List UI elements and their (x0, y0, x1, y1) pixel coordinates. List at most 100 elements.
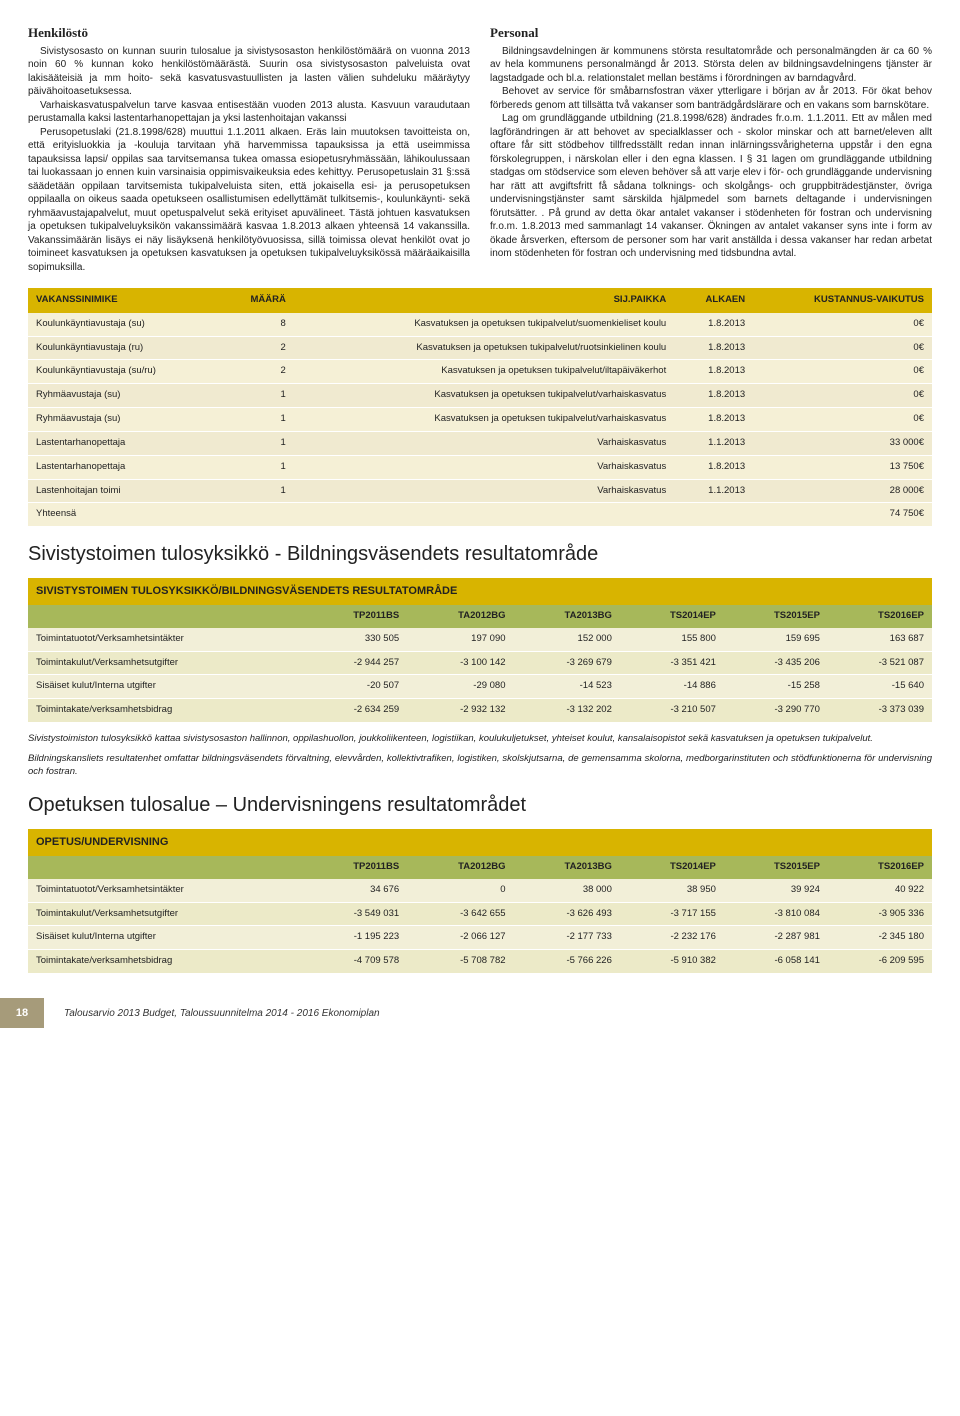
table-cell: -15 258 (724, 675, 828, 699)
table-cell: Varhaiskasvatus (294, 431, 674, 455)
left-column: Henkilöstö Sivistysosasto on kunnan suur… (28, 24, 470, 274)
table-cell: -3 717 155 (620, 902, 724, 926)
table-cell: Toimintakate/verksamhetsbidrag (28, 950, 303, 974)
table-cell: -3 521 087 (828, 651, 932, 675)
budget-col-header: TP2011BS (303, 605, 407, 628)
table-cell: 8 (221, 313, 294, 336)
table-cell: -2 232 176 (620, 926, 724, 950)
budget-col-header: TS2015EP (724, 856, 828, 879)
th-kustannus: KUSTANNUS-VAIKUTUS (753, 288, 932, 313)
table-cell: 1 (221, 431, 294, 455)
table-cell: 152 000 (514, 628, 620, 651)
table-cell: 1.8.2013 (674, 408, 753, 432)
table-row: Koulunkäyntiavustaja (ru)2Kasvatuksen ja… (28, 336, 932, 360)
table-row: Lastentarhanopettaja1Varhaiskasvatus1.1.… (28, 431, 932, 455)
budget-col-header: TS2014EP (620, 856, 724, 879)
table-row: Koulunkäyntiavustaja (su)8Kasvatuksen ja… (28, 313, 932, 336)
table-cell: -5 708 782 (407, 950, 513, 974)
table-cell: 38 950 (620, 879, 724, 902)
table-cell: -3 435 206 (724, 651, 828, 675)
table-cell: -2 932 132 (407, 699, 513, 723)
table-cell: Lastentarhanopettaja (28, 455, 221, 479)
table-cell: -3 269 679 (514, 651, 620, 675)
left-heading: Henkilöstö (28, 24, 470, 42)
th-nimike: VAKANSSINIMIKE (28, 288, 221, 313)
table-cell: Varhaiskasvatus (294, 455, 674, 479)
table-cell: -3 642 655 (407, 902, 513, 926)
budget-col-header: TA2013BG (514, 605, 620, 628)
table-cell: 1.8.2013 (674, 384, 753, 408)
table-cell: 1.8.2013 (674, 313, 753, 336)
table-cell (294, 503, 674, 527)
table-cell: 1.1.2013 (674, 479, 753, 503)
table-cell: -6 209 595 (828, 950, 932, 974)
sivistys-table: TP2011BSTA2012BGTA2013BGTS2014EPTS2015EP… (28, 605, 932, 723)
note2: Bildningskansliets resultatenhet omfatta… (28, 753, 932, 778)
table-cell: -2 066 127 (407, 926, 513, 950)
table-cell: 1 (221, 455, 294, 479)
table-cell: -1 195 223 (303, 926, 407, 950)
table-cell: -5 910 382 (620, 950, 724, 974)
table-cell: 74 750€ (753, 503, 932, 527)
table-cell: Varhaiskasvatus (294, 479, 674, 503)
table-cell: Koulunkäyntiavustaja (ru) (28, 336, 221, 360)
budget-col-header: TA2012BG (407, 856, 513, 879)
table-row: Yhteensä74 750€ (28, 503, 932, 527)
opetus-table: TP2011BSTA2012BGTA2013BGTS2014EPTS2015EP… (28, 856, 932, 974)
table-cell: 0€ (753, 313, 932, 336)
table-cell: Sisäiset kulut/Interna utgifter (28, 675, 303, 699)
footer-text: Talousarvio 2013 Budget, Taloussuunnitel… (64, 1007, 380, 1021)
table-cell: -3 290 770 (724, 699, 828, 723)
table-cell: 13 750€ (753, 455, 932, 479)
th-alkaen: ALKAEN (674, 288, 753, 313)
table-cell: Lastenhoitajan toimi (28, 479, 221, 503)
table-cell: -6 058 141 (724, 950, 828, 974)
table-cell: Ryhmäavustaja (su) (28, 384, 221, 408)
left-p1: Sivistysosasto on kunnan suurin tulosalu… (28, 45, 470, 99)
table-cell: -29 080 (407, 675, 513, 699)
table-row: Ryhmäavustaja (su)1Kasvatuksen ja opetuk… (28, 408, 932, 432)
section2-heading: Sivistystoimen tulosyksikkö - Bildningsv… (28, 541, 932, 568)
table-cell: -3 132 202 (514, 699, 620, 723)
opetus-title: OPETUS/UNDERVISNING (28, 829, 932, 856)
table-row: Sisäiset kulut/Interna utgifter-20 507-2… (28, 675, 932, 699)
table-cell: -5 766 226 (514, 950, 620, 974)
table-row: Lastenhoitajan toimi1Varhaiskasvatus1.1.… (28, 479, 932, 503)
table-cell: 1 (221, 384, 294, 408)
page-number: 18 (0, 998, 44, 1028)
table-cell: -14 523 (514, 675, 620, 699)
table-row: Ryhmäavustaja (su)1Kasvatuksen ja opetuk… (28, 384, 932, 408)
table-cell: 0€ (753, 336, 932, 360)
budget-col-header: TS2014EP (620, 605, 724, 628)
table-cell: 2 (221, 336, 294, 360)
table-row: Toimintakulut/Verksamhetsutgifter-3 549 … (28, 902, 932, 926)
table-cell: -3 905 336 (828, 902, 932, 926)
table-cell: 28 000€ (753, 479, 932, 503)
table-cell: -2 177 733 (514, 926, 620, 950)
budget-col-header (28, 856, 303, 879)
table-row: Toimintakate/verksamhetsbidrag-4 709 578… (28, 950, 932, 974)
table-cell: 0€ (753, 384, 932, 408)
right-p3: Lag om grundläggande utbildning (21.8.19… (490, 112, 932, 261)
table-cell: 2 (221, 360, 294, 384)
table-cell: Kasvatuksen ja opetuksen tukipalvelut/va… (294, 384, 674, 408)
table-row: Toimintakate/verksamhetsbidrag-2 634 259… (28, 699, 932, 723)
sivistys-panel: SIVISTYSTOIMEN TULOSYKSIKKÖ/BILDNINGSVÄS… (28, 578, 932, 723)
opetus-panel: OPETUS/UNDERVISNING TP2011BSTA2012BGTA20… (28, 829, 932, 974)
table-cell: 330 505 (303, 628, 407, 651)
table-cell: -3 351 421 (620, 651, 724, 675)
table-cell: -3 373 039 (828, 699, 932, 723)
table-cell: -15 640 (828, 675, 932, 699)
table-cell: Sisäiset kulut/Interna utgifter (28, 926, 303, 950)
vakanssi-header-row: VAKANSSINIMIKE MÄÄRÄ SIJ.PAIKKA ALKAEN K… (28, 288, 932, 313)
table-cell (221, 503, 294, 527)
table-cell: 1 (221, 479, 294, 503)
right-p2: Behovet av service för småbarnsfostran v… (490, 85, 932, 112)
budget-col-header: TS2016EP (828, 856, 932, 879)
right-column: Personal Bildningsavdelningen är kommune… (490, 24, 932, 274)
text-columns: Henkilöstö Sivistysosasto on kunnan suur… (28, 24, 932, 274)
table-cell: Kasvatuksen ja opetuksen tukipalvelut/ru… (294, 336, 674, 360)
budget-col-header: TA2012BG (407, 605, 513, 628)
table-cell (674, 503, 753, 527)
budget-col-header: TA2013BG (514, 856, 620, 879)
